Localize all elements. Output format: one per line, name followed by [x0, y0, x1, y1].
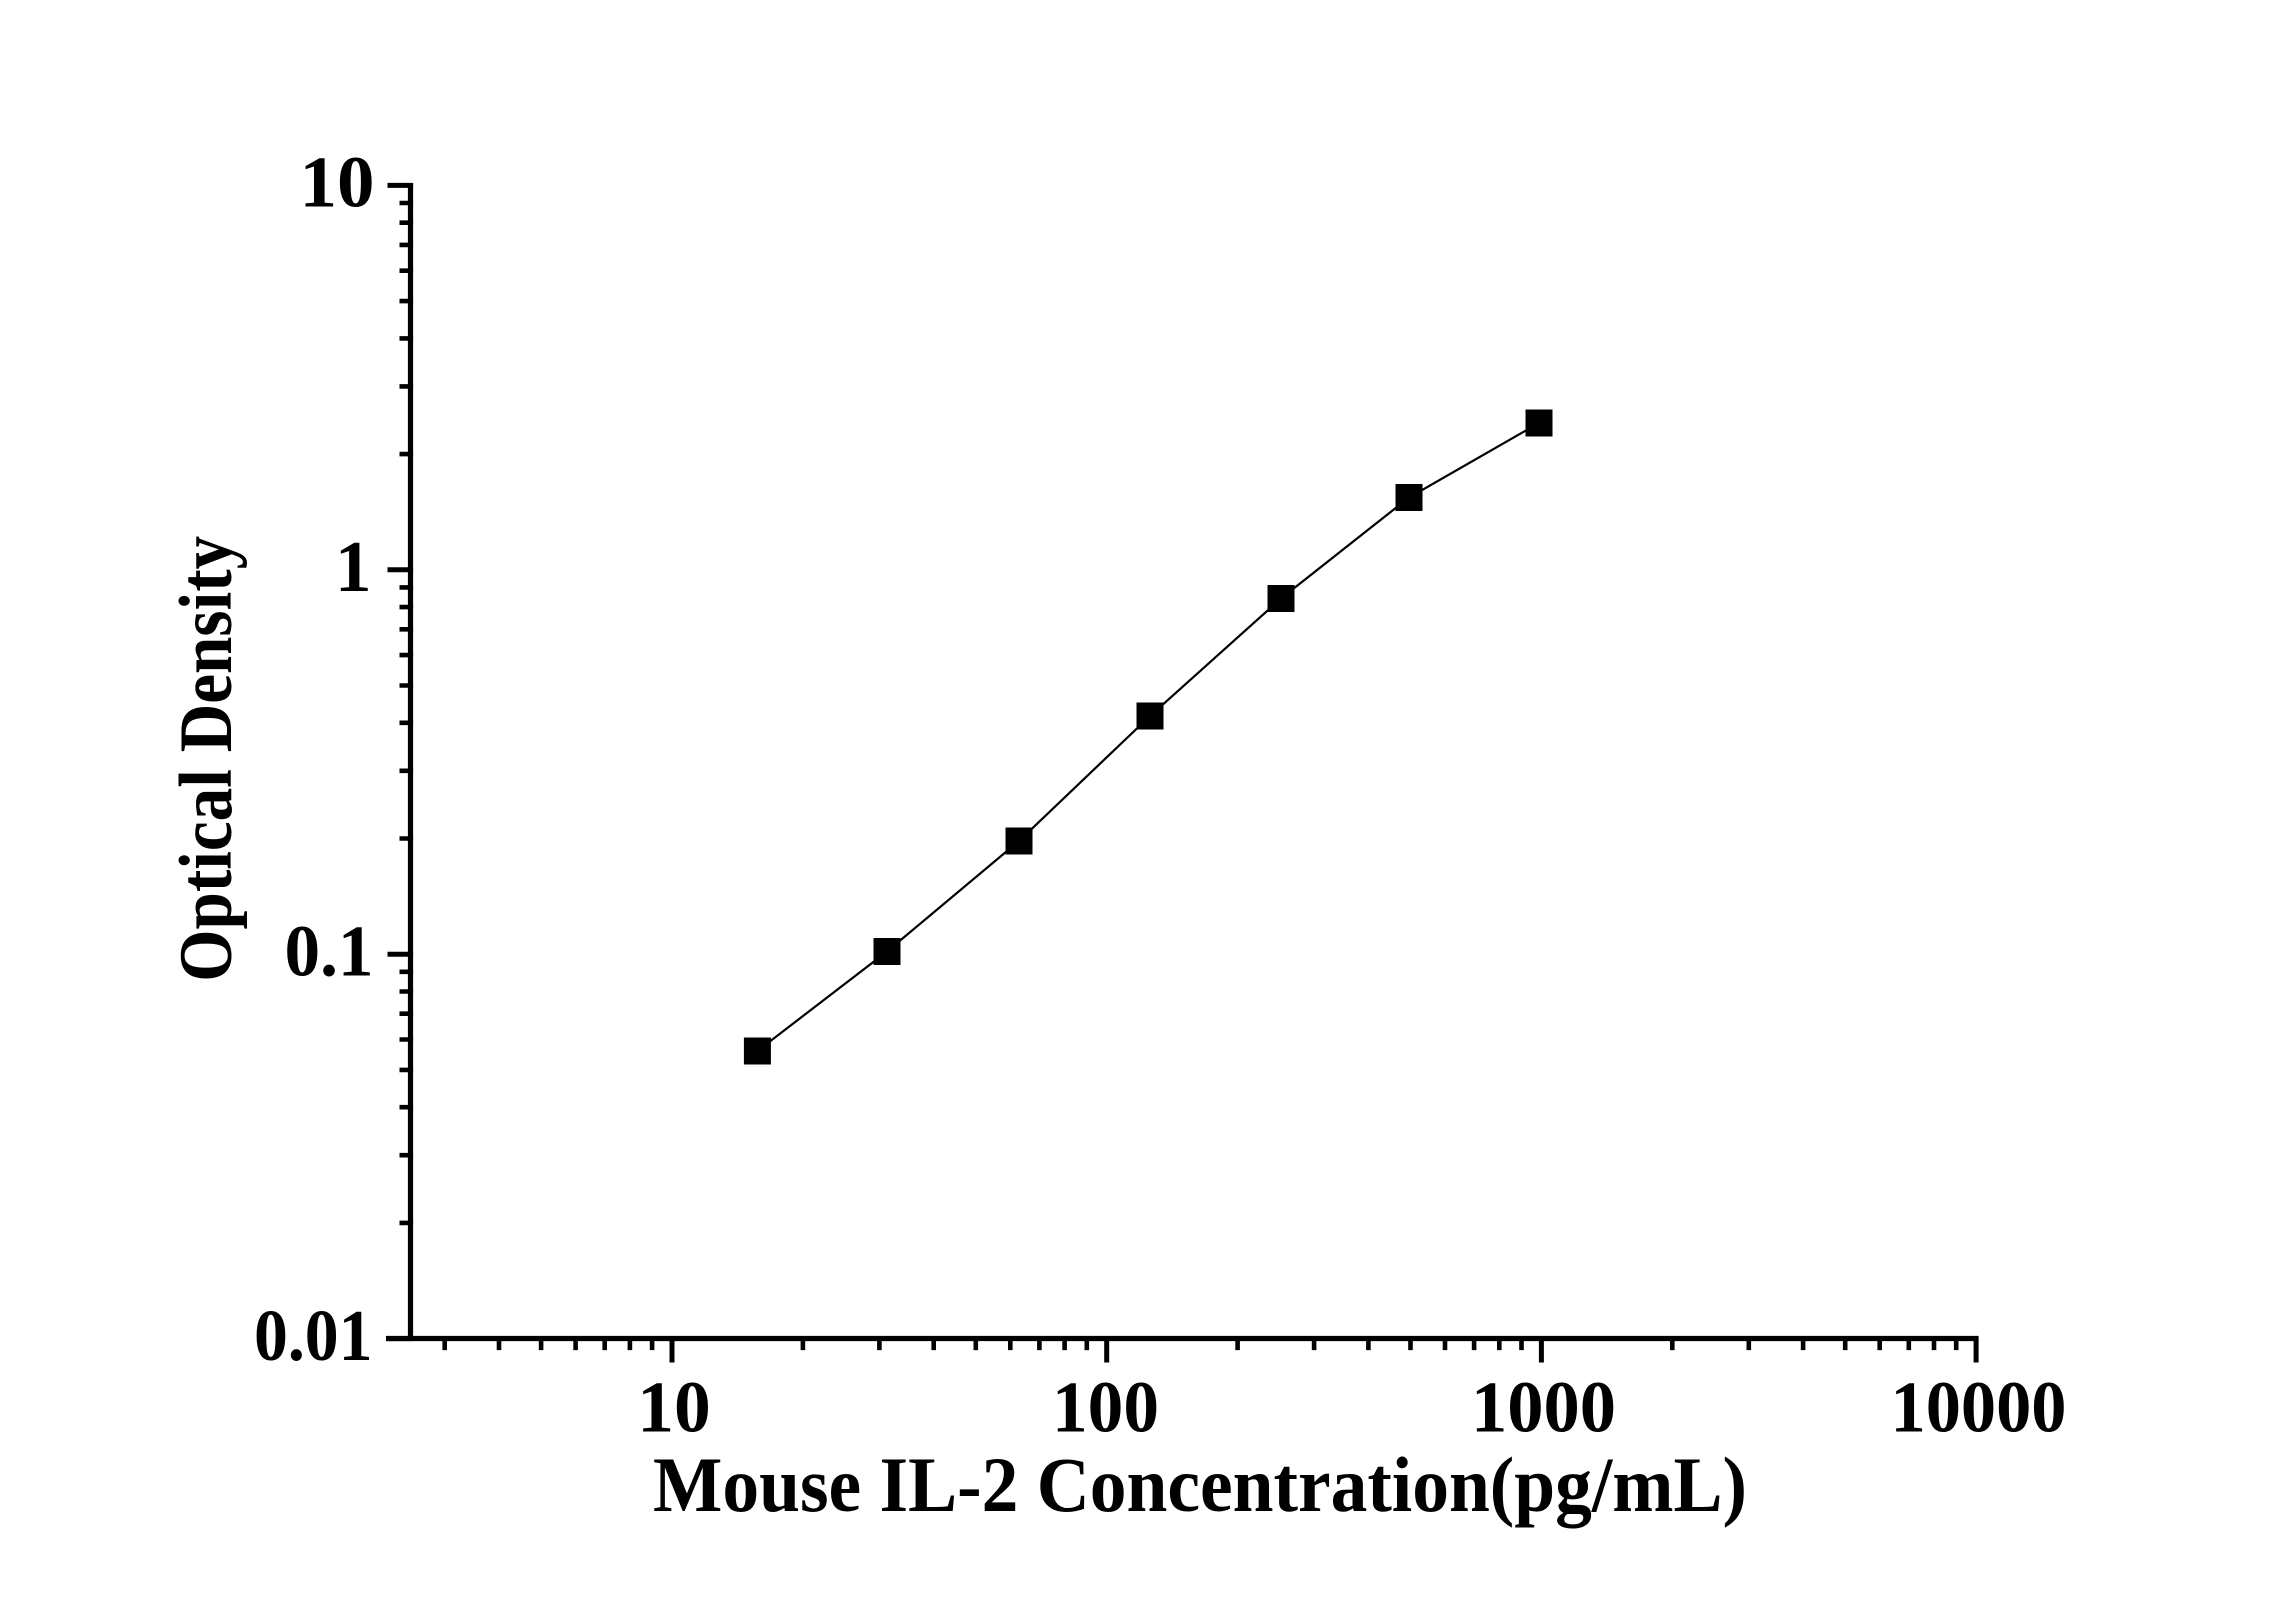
svg-text:10: 10 — [637, 1367, 711, 1448]
svg-text:Optical Density: Optical Density — [165, 536, 248, 982]
svg-text:100: 100 — [1052, 1367, 1159, 1448]
svg-text:0.01: 0.01 — [254, 1295, 373, 1376]
svg-text:10: 10 — [300, 142, 375, 223]
svg-text:Mouse IL-2 Concentration(pg/mL: Mouse IL-2 Concentration(pg/mL) — [653, 1441, 1747, 1528]
svg-text:1: 1 — [335, 526, 372, 607]
svg-text:10000: 10000 — [1891, 1367, 2067, 1448]
svg-text:0.1: 0.1 — [285, 910, 374, 991]
svg-text:1000: 1000 — [1471, 1367, 1616, 1448]
